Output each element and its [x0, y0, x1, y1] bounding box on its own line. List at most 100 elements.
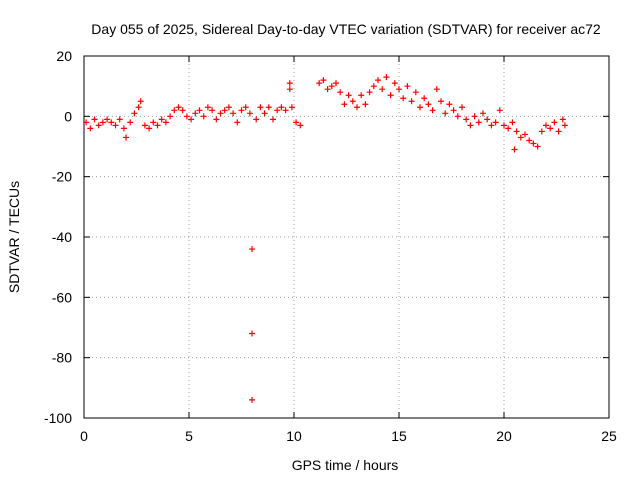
data-point [257, 104, 264, 111]
data-point [345, 92, 352, 99]
data-point [379, 86, 386, 93]
data-point [316, 80, 323, 87]
data-point [320, 77, 327, 84]
y-tick-label: -20 [52, 169, 72, 185]
data-point [286, 86, 293, 93]
tick-layer: 0 5 10 15 20 25 20 0 -20 -40 -60 -80 -100 [44, 48, 617, 444]
data-point [391, 80, 398, 87]
data-point [496, 107, 503, 114]
data-point [480, 110, 486, 117]
data-point [396, 86, 402, 93]
data-point [221, 107, 228, 114]
y-tick-label: -60 [52, 289, 72, 305]
data-point [293, 119, 300, 126]
data-point [513, 128, 520, 135]
data-point [366, 89, 373, 96]
grid-layer [84, 56, 609, 418]
data-point [442, 110, 449, 117]
data-point [297, 122, 304, 129]
data-point [278, 104, 285, 111]
data-point [253, 116, 260, 123]
x-tick-label: 5 [185, 428, 193, 444]
data-point [471, 113, 478, 120]
data-point [108, 119, 115, 126]
data-point [204, 104, 211, 111]
y-tick-label: 20 [56, 48, 72, 64]
data-point [127, 119, 134, 126]
data-point [135, 104, 142, 111]
data-point [421, 95, 428, 102]
data-point [538, 128, 545, 135]
chart-title: Day 055 of 2025, Sidereal Day-to-day VTE… [91, 21, 601, 37]
data-point [387, 92, 394, 99]
data-point [213, 116, 220, 123]
y-tick-label: 0 [64, 108, 72, 124]
data-point [488, 122, 495, 129]
data-point [200, 113, 207, 120]
data-point [530, 140, 537, 147]
data-point [463, 116, 470, 123]
data-point [270, 116, 276, 123]
data-point [234, 119, 241, 126]
data-point [333, 80, 339, 87]
data-point [505, 125, 512, 132]
data-point [146, 125, 153, 132]
data-point [112, 122, 119, 129]
data-point [467, 122, 474, 129]
data-point [131, 110, 138, 117]
data-point [183, 113, 190, 120]
data-point [238, 107, 245, 114]
data-point [375, 77, 381, 84]
x-tick-label: 10 [286, 428, 302, 444]
data-point [511, 146, 518, 153]
data-point [288, 104, 295, 111]
data-point [141, 122, 148, 129]
data-point [559, 116, 566, 123]
y-tick-label: -80 [52, 350, 72, 366]
data-point [412, 89, 419, 96]
plot-frame [83, 55, 610, 419]
y-tick-label: -40 [52, 229, 72, 245]
data-point [404, 83, 411, 90]
data-point [274, 107, 281, 114]
data-point [225, 104, 232, 111]
data-point [137, 98, 144, 105]
data-point [555, 128, 562, 135]
data-points [83, 74, 568, 403]
data-point [83, 119, 90, 126]
data-point [154, 122, 161, 129]
data-point [425, 101, 432, 108]
data-point [509, 119, 516, 126]
data-point [454, 113, 461, 120]
data-point [87, 125, 94, 132]
x-tick-label: 25 [601, 428, 617, 444]
data-point [116, 116, 123, 123]
data-point [433, 86, 440, 93]
data-point [337, 89, 344, 96]
data-point [370, 83, 377, 90]
data-point [171, 107, 178, 114]
data-point [104, 116, 111, 123]
data-point [501, 122, 507, 129]
data-point [383, 74, 390, 81]
data-point [547, 125, 554, 132]
data-point [179, 107, 186, 114]
data-point [349, 98, 356, 105]
data-point [265, 104, 272, 111]
data-point [551, 119, 558, 126]
x-tick-label: 0 [80, 428, 88, 444]
data-point [324, 86, 331, 93]
data-point [230, 110, 237, 117]
data-point [328, 83, 335, 90]
data-point [282, 107, 289, 114]
data-point [242, 104, 249, 111]
data-point [217, 110, 224, 117]
data-point [123, 134, 129, 141]
data-point [167, 113, 174, 120]
x-axis-title: GPS time / hours [292, 457, 399, 473]
data-point [446, 101, 453, 108]
data-point [341, 101, 348, 108]
data-point [408, 98, 415, 105]
data-point [459, 104, 465, 111]
